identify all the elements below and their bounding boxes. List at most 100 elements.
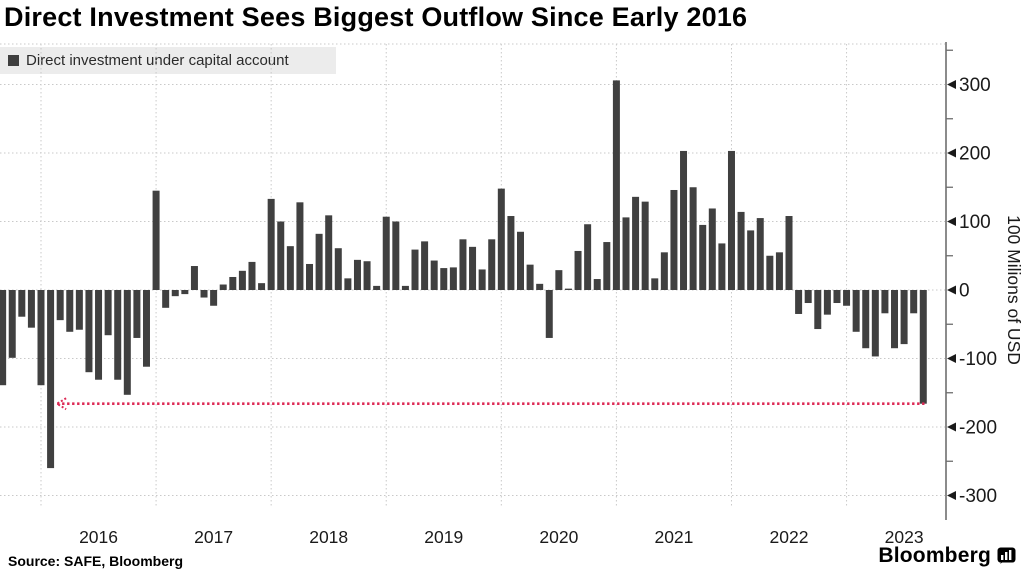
bar-2019-11: [478, 269, 486, 290]
bar-2016-06: [85, 290, 93, 373]
y-tick-label-200: 200: [959, 144, 991, 165]
bar-2021-02: [622, 217, 630, 290]
bar-2021-03: [632, 196, 640, 290]
bar-2023-07: [900, 290, 908, 345]
bar-2021-06: [660, 252, 668, 290]
bar-2023-04: [871, 290, 879, 357]
bar-2018-07: [325, 215, 333, 290]
legend-swatch-icon: [8, 55, 19, 66]
y-axis-title: 100 Milions of USD: [1004, 215, 1024, 365]
bar-2021-07: [670, 189, 678, 290]
bar-2023-08: [910, 290, 918, 314]
bar-2017-12: [258, 283, 266, 290]
bar-2022-10: [814, 290, 822, 330]
bar-2020-09: [574, 250, 582, 290]
bar-2018-12: [373, 285, 381, 290]
bar-2015-11: [18, 290, 26, 317]
y-tick-label-100: 100: [959, 212, 991, 233]
bar-2018-01: [267, 198, 275, 290]
bar-2022-09: [804, 290, 812, 304]
y-major-tick-arrow-icon: [947, 491, 956, 500]
bar-2020-03: [517, 231, 524, 290]
bar-2022-01: [727, 150, 735, 290]
bar-2015-10: [8, 290, 16, 358]
bar-2016-01: [37, 290, 45, 386]
bar-2017-04: [181, 290, 189, 295]
bar-2016-12: [142, 290, 150, 367]
bar-2022-02: [737, 211, 745, 290]
bar-2023-09: [919, 290, 927, 404]
bar-2018-04: [296, 202, 304, 290]
bar-2019-05: [421, 241, 429, 290]
legend: Direct investment under capital account: [0, 47, 336, 74]
year-label-2017: 2017: [194, 527, 233, 547]
year-label-2020: 2020: [539, 527, 578, 547]
bar-2015-12: [27, 290, 35, 328]
bar-2023-01: [843, 290, 851, 306]
y-tick-label--100: -100: [959, 349, 997, 370]
bar-2017-03: [171, 290, 179, 297]
bar-2022-07: [785, 216, 793, 290]
bar-2022-04: [756, 218, 764, 290]
bar-2022-05: [766, 255, 774, 290]
bar-2015-09: [0, 290, 7, 386]
year-label-2018: 2018: [309, 527, 348, 547]
reference-line-biggest-outflow: [55, 397, 927, 411]
bar-2021-10: [699, 224, 707, 290]
page-title: Direct Investment Sees Biggest Outflow S…: [4, 2, 748, 32]
bar-2023-03: [862, 290, 870, 349]
y-axis: 300 200 100 0 -100 -200 -300: [945, 42, 997, 520]
bar-2016-07: [95, 290, 103, 380]
bar-2019-03: [401, 285, 409, 290]
bar-2019-04: [411, 249, 419, 290]
bar-2018-09: [344, 278, 352, 290]
bar-2020-02: [507, 216, 515, 290]
bar-2019-09: [459, 239, 467, 290]
bar-2017-01: [152, 190, 160, 290]
bar-2020-10: [584, 224, 592, 290]
y-major-tick-arrow-icon: [947, 148, 956, 158]
bloomberg-wordmark: Bloomberg: [878, 544, 991, 567]
bar-2018-11: [363, 261, 371, 290]
bar-2017-09: [229, 276, 237, 290]
bar-2019-02: [392, 221, 400, 290]
bar-2020-07: [555, 270, 563, 290]
bar-2022-12: [833, 290, 841, 304]
y-major-tick-arrow-icon: [947, 354, 956, 363]
year-label-2021: 2021: [654, 527, 693, 547]
y-tick-label--300: -300: [959, 486, 997, 507]
bar-2022-03: [747, 230, 755, 290]
bar-2016-03: [56, 290, 64, 321]
x-axis-year-labels: 2016 2017 2018 2019 2020 2021 2022 2023: [79, 527, 923, 547]
bar-2021-12: [718, 243, 726, 290]
bar-2020-04: [526, 264, 534, 290]
y-tick-label--200: -200: [959, 418, 997, 439]
bar-series: [0, 80, 927, 469]
bar-2017-11: [248, 261, 256, 290]
bar-2023-06: [891, 290, 899, 349]
bar-2018-08: [334, 248, 342, 290]
bar-2018-06: [315, 233, 323, 290]
bar-2019-12: [488, 239, 496, 290]
bar-2016-05: [75, 290, 83, 330]
bar-2020-08: [564, 288, 572, 290]
bar-2017-07: [210, 290, 218, 306]
bar-2020-05: [536, 283, 544, 290]
bar-2021-08: [680, 150, 688, 290]
bar-2016-08: [104, 290, 112, 336]
bar-2018-03: [286, 246, 294, 290]
bar-2016-02: [47, 290, 55, 469]
bar-2022-11: [823, 290, 831, 315]
bloomberg-chart-bubble-icon: [997, 547, 1016, 564]
y-major-tick-arrow-icon: [947, 80, 956, 89]
year-label-2022: 2022: [770, 527, 809, 547]
bar-2017-08: [219, 284, 227, 290]
bar-2022-06: [775, 252, 783, 290]
bar-2016-04: [66, 290, 74, 332]
bar-2021-11: [708, 208, 716, 290]
y-tick-label-300: 300: [959, 75, 991, 96]
year-label-2023: 2023: [885, 527, 924, 547]
reference-line-arrow-left-icon: [55, 397, 67, 411]
